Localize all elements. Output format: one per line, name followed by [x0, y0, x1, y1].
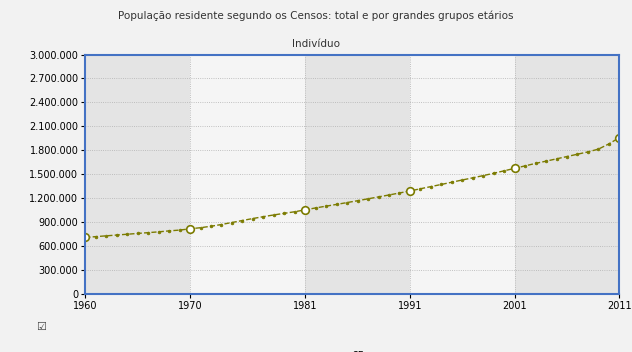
Bar — [85, 55, 190, 294]
Bar — [514, 55, 619, 294]
Text: ☑: ☑ — [36, 322, 46, 332]
Bar — [305, 55, 410, 294]
Bar — [410, 55, 514, 294]
Bar — [190, 55, 305, 294]
Text: Indivíduo: Indivíduo — [292, 39, 340, 49]
Text: População residente segundo os Censos: total e por grandes grupos etários: População residente segundo os Censos: t… — [118, 11, 514, 21]
Legend: 65+: 65+ — [327, 347, 377, 352]
